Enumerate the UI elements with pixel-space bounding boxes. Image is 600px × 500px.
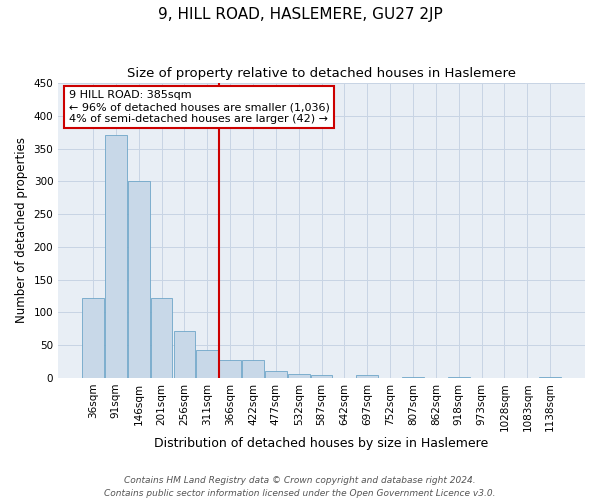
Bar [265, 372, 287, 378]
Bar [151, 298, 172, 378]
Bar [128, 180, 149, 378]
Bar [82, 298, 104, 378]
Bar [288, 374, 310, 378]
Bar [448, 377, 470, 378]
Bar [539, 377, 561, 378]
Bar [105, 136, 127, 378]
Bar [311, 374, 332, 378]
Bar [242, 360, 264, 378]
Text: 9 HILL ROAD: 385sqm
← 96% of detached houses are smaller (1,036)
4% of semi-deta: 9 HILL ROAD: 385sqm ← 96% of detached ho… [69, 90, 329, 124]
Text: 9, HILL ROAD, HASLEMERE, GU27 2JP: 9, HILL ROAD, HASLEMERE, GU27 2JP [158, 8, 442, 22]
X-axis label: Distribution of detached houses by size in Haslemere: Distribution of detached houses by size … [154, 437, 489, 450]
Title: Size of property relative to detached houses in Haslemere: Size of property relative to detached ho… [127, 68, 516, 80]
Text: Contains HM Land Registry data © Crown copyright and database right 2024.
Contai: Contains HM Land Registry data © Crown c… [104, 476, 496, 498]
Bar [219, 360, 241, 378]
Bar [402, 376, 424, 378]
Bar [173, 332, 195, 378]
Bar [196, 350, 218, 378]
Y-axis label: Number of detached properties: Number of detached properties [15, 138, 28, 324]
Bar [356, 375, 378, 378]
